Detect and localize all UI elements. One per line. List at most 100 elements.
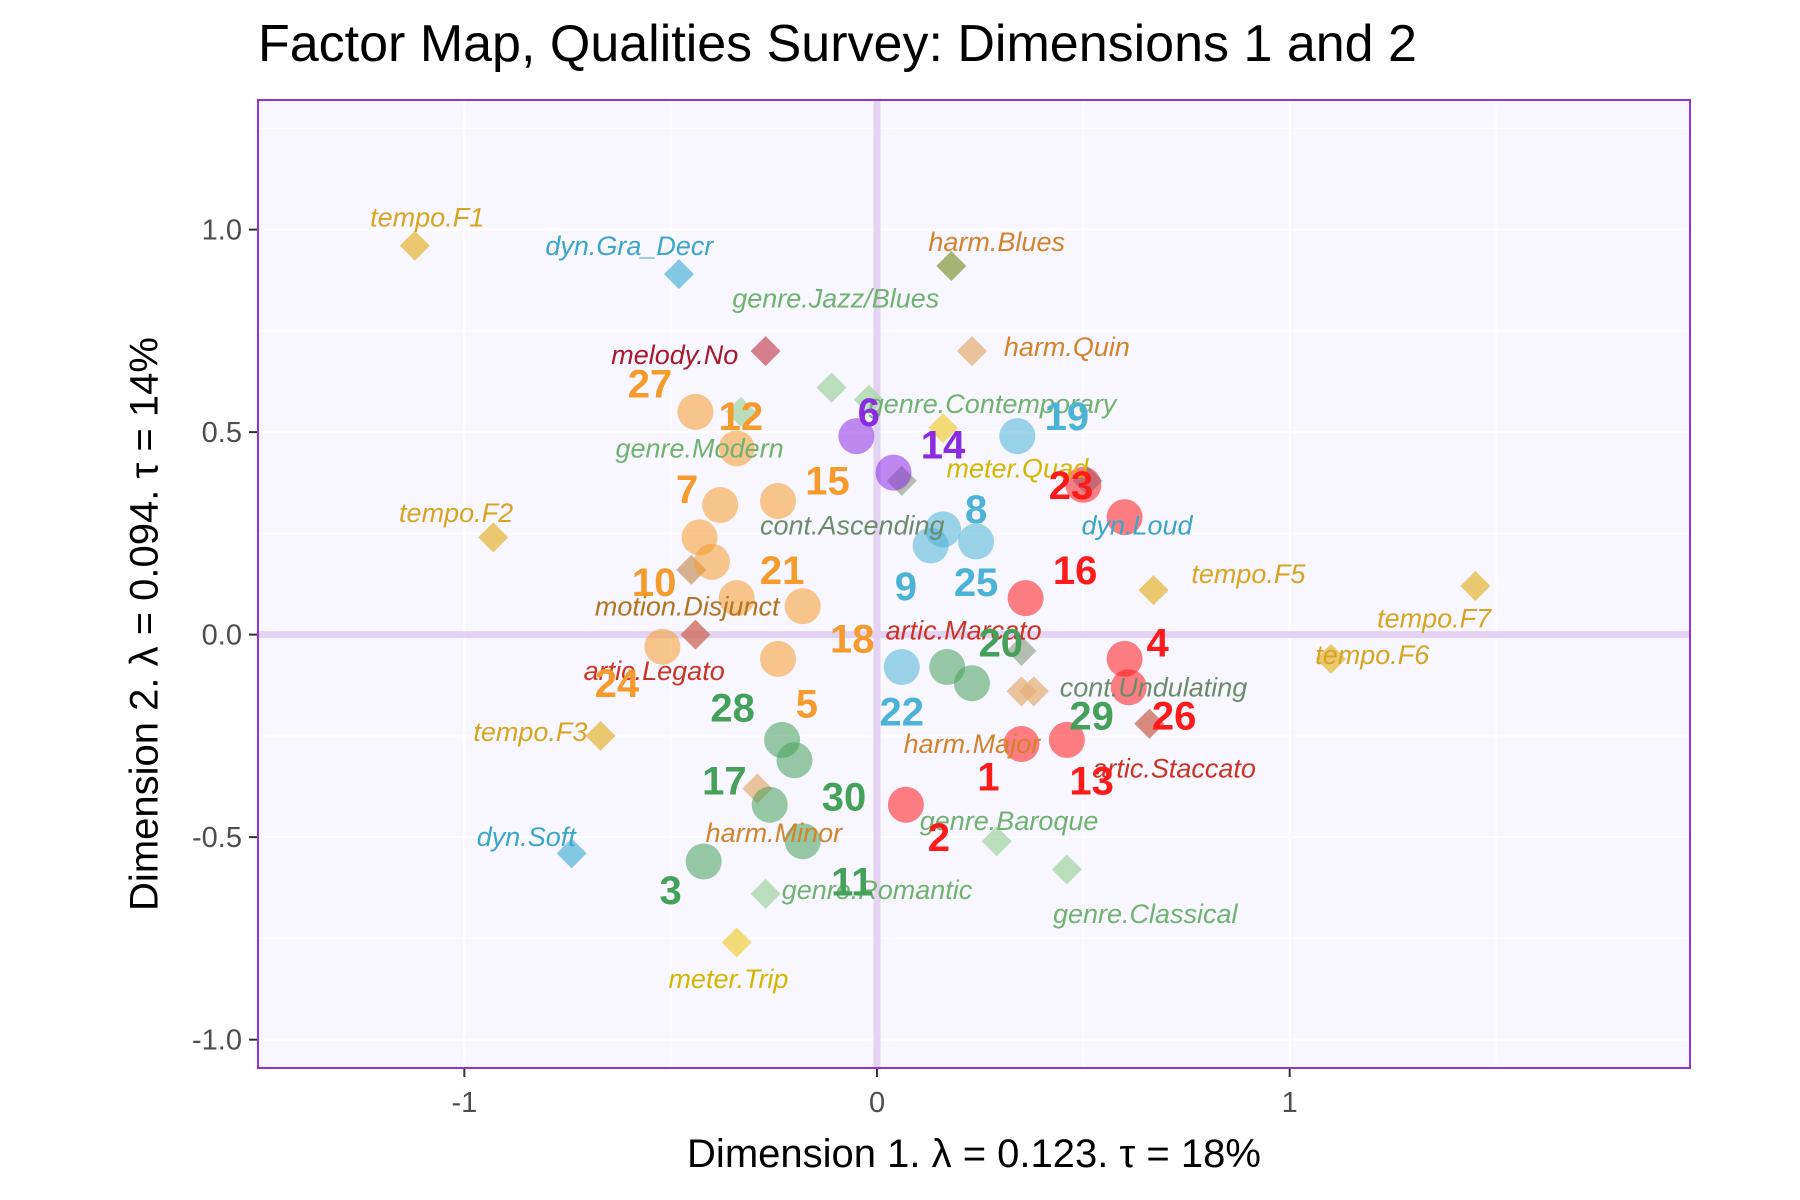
row-points — [644, 393, 1147, 880]
row-label: 12 — [719, 395, 764, 439]
row-label: 24 — [595, 662, 640, 706]
row-point-circle — [1065, 466, 1102, 503]
column-point-diamond — [725, 396, 756, 427]
column-point-diamond — [956, 336, 987, 367]
column-label: artic.Legato — [584, 656, 725, 686]
row-label: 19 — [1045, 395, 1090, 439]
origin-axes — [258, 100, 1690, 1068]
column-point-diamond — [478, 522, 509, 553]
column-label: harm.Blues — [928, 227, 1065, 257]
y-tick-label: 1.0 — [202, 215, 242, 247]
row-label: 14 — [921, 423, 966, 467]
row-point-circle — [999, 418, 1036, 455]
column-point-diamond — [1460, 571, 1491, 602]
column-point-diamond — [936, 251, 967, 282]
row-label: 13 — [1069, 759, 1114, 803]
column-label: genre.Jazz/Blues — [732, 283, 939, 313]
row-label: 20 — [979, 622, 1024, 666]
row-label: 26 — [1152, 695, 1197, 739]
row-label: 15 — [805, 460, 850, 504]
column-point-diamond — [750, 336, 781, 367]
x-tick-label: 1 — [1282, 1087, 1298, 1119]
column-point-diamond — [1138, 575, 1169, 606]
row-point-circle — [759, 640, 796, 677]
column-label: artic.Marcato — [886, 616, 1042, 646]
row-point-circle — [718, 580, 755, 617]
y-tick-label: 0.5 — [202, 417, 242, 449]
column-label: genre.Modern — [616, 433, 784, 463]
row-point-circle — [958, 523, 995, 560]
column-label: artic.Staccato — [1092, 753, 1256, 783]
row-point-circle — [887, 786, 924, 823]
plot-panel-background — [258, 100, 1690, 1068]
column-point-diamond — [816, 372, 847, 403]
y-axis-label: Dimension 2. λ = 0.094. τ = 14% — [122, 337, 167, 911]
row-label: 11 — [831, 861, 873, 905]
column-point-diamond — [928, 413, 959, 444]
column-point-diamond — [750, 878, 781, 909]
plot-panel-border — [257, 99, 1691, 1069]
row-point-circle — [1007, 580, 1044, 617]
row-point-circle — [1106, 499, 1143, 536]
row-point-circle — [776, 742, 813, 779]
x-tick-label: 0 — [869, 1087, 885, 1119]
row-point-circle — [784, 823, 821, 860]
row-label: 2 — [928, 816, 950, 860]
row-point-circle — [1110, 669, 1147, 706]
row-point-circle — [784, 588, 821, 625]
column-label: genre.Contemporary — [869, 389, 1118, 419]
y-tick-label: -0.5 — [192, 822, 242, 854]
row-label: 21 — [760, 549, 805, 593]
y-tick-label: -1.0 — [192, 1025, 242, 1057]
row-label: 8 — [965, 488, 987, 532]
row-label: 7 — [676, 468, 698, 512]
row-label: 23 — [1049, 464, 1094, 508]
row-label: 3 — [660, 869, 682, 913]
column-label: tempo.F1 — [370, 202, 484, 232]
column-point-diamond — [585, 720, 616, 751]
column-label: tempo.F3 — [473, 717, 587, 747]
row-point-circle — [751, 786, 788, 823]
x-tick-label: -1 — [451, 1087, 477, 1119]
row-label: 9 — [895, 565, 917, 609]
row-point-circle — [1106, 640, 1143, 677]
column-label: dyn.Loud — [1081, 510, 1193, 540]
column-label: meter.Trip — [668, 964, 788, 994]
column-label: genre.Romantic — [782, 875, 973, 905]
row-point-circle — [883, 649, 920, 686]
column-label: genre.Classical — [1053, 899, 1239, 929]
column-label: tempo.F6 — [1315, 640, 1430, 670]
row-point-circle — [929, 649, 966, 686]
row-label: 4 — [1147, 622, 1170, 666]
row-label: 29 — [1069, 695, 1114, 739]
row-label: 5 — [796, 682, 818, 726]
column-point-diamond — [853, 384, 884, 415]
column-labels: tempo.F1 dyn.Gra_Decr harm.Blues genre.Jazz… — [370, 202, 1492, 993]
row-point-circle — [1048, 721, 1085, 758]
column-label: dyn.Soft — [477, 822, 578, 852]
column-label: meter.Quad — [947, 454, 1090, 484]
row-point-circle — [702, 487, 739, 524]
row-point-circle — [838, 418, 875, 455]
row-point-circle — [693, 543, 730, 580]
column-label: genre.Baroque — [920, 806, 1099, 836]
column-label: harm.Minor — [706, 818, 844, 848]
column-label: tempo.F5 — [1191, 559, 1306, 589]
row-label: 17 — [702, 759, 747, 803]
column-point-diamond — [1134, 708, 1165, 739]
column-point-diamond — [981, 826, 1012, 857]
column-label: tempo.F2 — [399, 498, 513, 528]
column-point-diamond — [1018, 676, 1049, 707]
column-label: melody.No — [611, 340, 738, 370]
column-label: cont.Ascending — [760, 510, 945, 540]
row-point-circle — [912, 527, 949, 564]
row-label: 25 — [954, 561, 999, 605]
row-label: 18 — [830, 618, 875, 662]
column-point-diamond — [399, 230, 430, 261]
row-label: 10 — [632, 561, 677, 605]
row-label: 6 — [858, 391, 880, 435]
column-label: cont.Undulating — [1060, 672, 1248, 702]
row-label: 27 — [628, 363, 673, 407]
